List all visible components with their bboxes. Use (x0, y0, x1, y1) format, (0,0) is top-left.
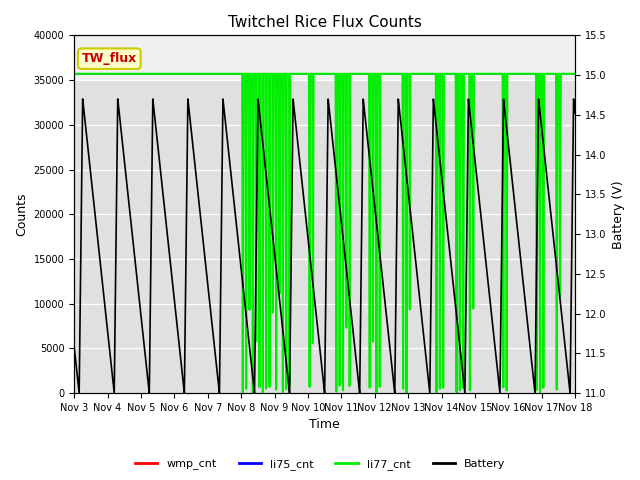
Legend: wmp_cnt, li75_cnt, li77_cnt, Battery: wmp_cnt, li75_cnt, li77_cnt, Battery (131, 455, 509, 474)
X-axis label: Time: Time (309, 419, 340, 432)
Text: TW_flux: TW_flux (82, 52, 137, 65)
Title: Twitchel Rice Flux Counts: Twitchel Rice Flux Counts (228, 15, 422, 30)
Bar (74, 36, 575, 80)
Y-axis label: Counts: Counts (15, 192, 28, 236)
Y-axis label: Battery (V): Battery (V) (612, 180, 625, 249)
